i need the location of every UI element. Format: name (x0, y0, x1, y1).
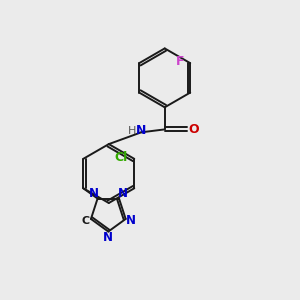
Text: O: O (188, 123, 199, 136)
Text: C: C (81, 216, 89, 226)
Text: Cl: Cl (114, 151, 128, 164)
Text: N: N (89, 187, 99, 200)
Text: N: N (126, 214, 136, 227)
Text: N: N (103, 231, 113, 244)
Text: F: F (176, 55, 184, 68)
Text: H: H (128, 126, 136, 136)
Text: N: N (136, 124, 146, 137)
Text: N: N (118, 187, 128, 200)
